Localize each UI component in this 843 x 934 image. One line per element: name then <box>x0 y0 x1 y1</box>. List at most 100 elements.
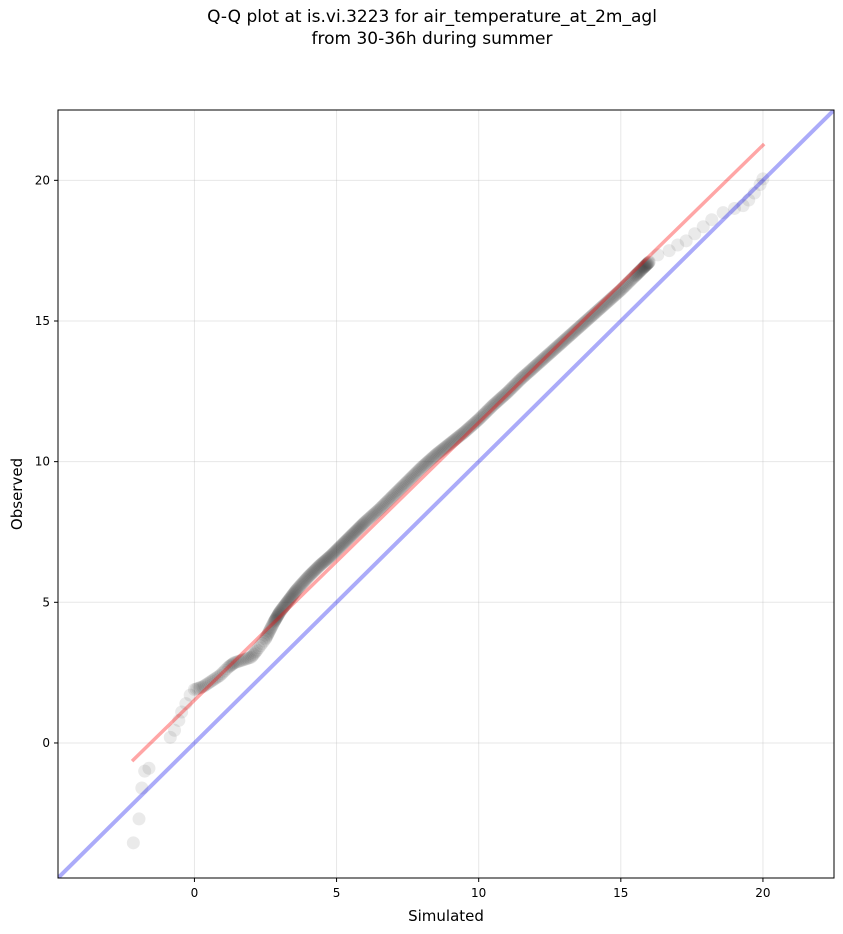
quantile-point <box>326 547 340 561</box>
quantile-point <box>303 568 317 582</box>
quantile-point <box>327 546 341 560</box>
quantile-point <box>264 621 278 635</box>
quantile-point <box>696 220 710 234</box>
quantile-point <box>357 516 371 530</box>
quantile-point <box>533 355 547 369</box>
quantile-point <box>329 544 343 558</box>
quantile-point <box>389 486 403 500</box>
quantile-point <box>271 608 285 622</box>
quantile-point <box>350 523 364 537</box>
quantile-point <box>222 660 236 674</box>
quantile-point <box>619 278 633 292</box>
quantile-point <box>484 401 498 415</box>
quantile-point <box>475 409 489 423</box>
quantile-point <box>253 639 267 653</box>
quantile-point <box>555 336 569 350</box>
quantile-point <box>323 550 337 564</box>
quantile-point <box>461 422 475 436</box>
quantile-point <box>216 665 230 679</box>
quantile-point <box>395 480 409 494</box>
quantile-point <box>589 305 603 319</box>
quantile-point <box>485 400 499 414</box>
quantile-point <box>534 354 548 368</box>
quantile-point <box>398 477 412 491</box>
quantile-point <box>436 442 450 456</box>
quantile-point <box>466 418 480 432</box>
quantile-point <box>274 603 288 617</box>
quantile-point <box>547 342 561 356</box>
quantile-point <box>168 723 182 737</box>
quantile-point <box>342 531 356 545</box>
quantile-point <box>287 586 301 600</box>
quantile-point <box>409 466 423 480</box>
quantile-point <box>506 380 520 394</box>
fit-line <box>130 142 766 763</box>
y-tick-label: 20 <box>35 173 50 187</box>
quantile-point <box>569 323 583 337</box>
quantile-point <box>203 675 217 689</box>
quantile-point <box>285 589 299 603</box>
quantile-point <box>302 569 316 583</box>
quantile-point <box>578 315 592 329</box>
quantile-point <box>377 498 391 512</box>
quantile-point <box>276 601 290 615</box>
quantile-point <box>273 604 287 618</box>
quantile-point <box>501 385 515 399</box>
quantile-point <box>557 334 571 348</box>
quantile-point <box>540 348 554 362</box>
quantile-point <box>252 641 266 655</box>
quantile-point <box>213 668 227 682</box>
quantile-point <box>403 472 417 486</box>
quantile-point <box>273 605 287 619</box>
quantile-point <box>530 358 544 372</box>
quantile-point <box>456 426 470 440</box>
quantile-point <box>453 429 467 443</box>
quantile-point <box>355 518 369 532</box>
quantile-point <box>279 597 293 611</box>
quantile-point <box>272 606 286 620</box>
quantile-point <box>268 613 282 627</box>
quantile-point <box>296 575 310 589</box>
quantile-point <box>138 764 152 778</box>
quantile-point <box>283 591 297 605</box>
quantile-point <box>543 346 557 360</box>
quantile-point <box>635 262 649 276</box>
quantile-point <box>364 510 378 524</box>
quantile-point <box>410 465 424 479</box>
quantile-point <box>577 316 591 330</box>
quantile-point <box>311 561 325 575</box>
quantile-point <box>597 298 611 312</box>
quantile-point <box>318 554 332 568</box>
quantile-point <box>376 499 390 513</box>
quantile-point <box>525 362 539 376</box>
quantile-point <box>638 259 652 273</box>
quantile-point <box>198 679 212 693</box>
quantile-point <box>172 713 186 727</box>
quantile-point <box>716 206 730 220</box>
quantile-point <box>337 536 351 550</box>
quantile-point <box>469 415 483 429</box>
quantile-point <box>511 375 525 389</box>
quantile-point <box>314 557 328 571</box>
y-tick-label: 15 <box>35 314 50 328</box>
quantile-point <box>642 255 656 269</box>
quantile-point <box>553 337 567 351</box>
quantile-point <box>266 616 280 630</box>
quantile-point <box>562 329 576 343</box>
quantile-point <box>425 451 439 465</box>
quantile-point <box>441 438 455 452</box>
quantile-point <box>250 643 264 657</box>
quantile-point <box>428 449 442 463</box>
quantile-point <box>313 559 327 573</box>
quantile-point <box>310 562 324 576</box>
quantile-point <box>421 455 435 469</box>
quantile-point <box>588 306 602 320</box>
quantile-point <box>627 270 641 284</box>
quantile-point <box>248 646 262 660</box>
quantile-point <box>373 501 387 515</box>
quantile-point <box>582 312 596 326</box>
identity-line <box>58 110 834 878</box>
quantile-point <box>640 257 654 271</box>
quantile-point <box>537 352 551 366</box>
